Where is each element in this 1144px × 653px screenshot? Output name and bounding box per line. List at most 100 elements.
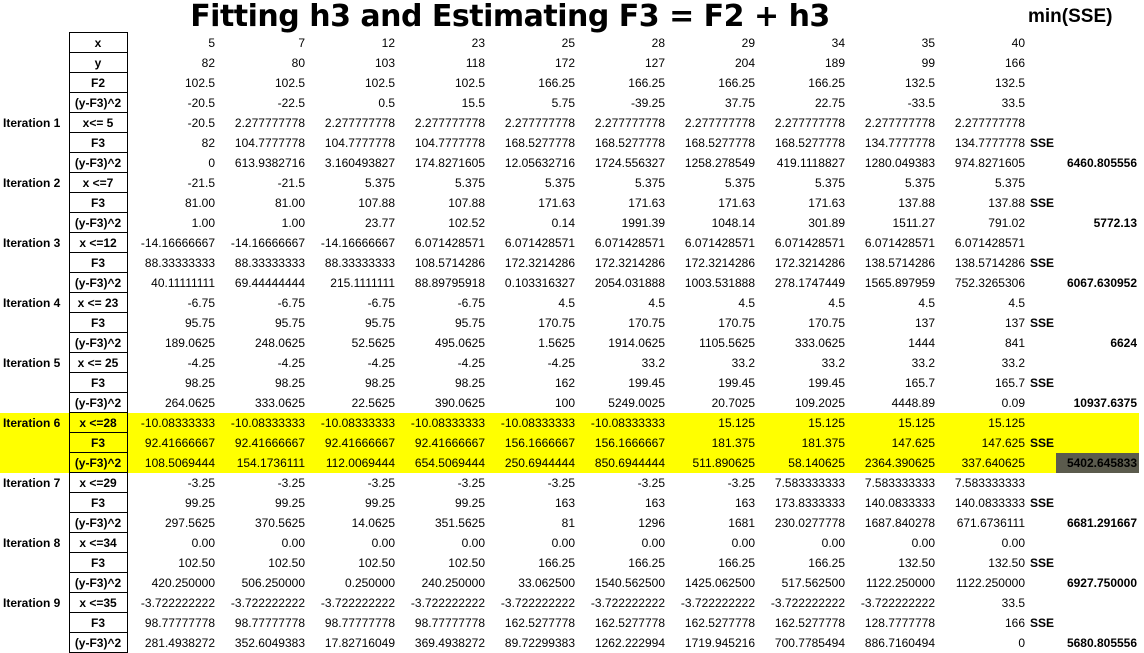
f3-label[interactable]: F3 — [68, 432, 128, 453]
h-value-cell[interactable]: -3.722222222 — [590, 595, 665, 610]
f3-value-cell[interactable]: 181.375 — [667, 432, 757, 453]
error-value-cell[interactable]: 506.250000 — [241, 575, 305, 590]
error-label[interactable]: (y-F3)^2 — [68, 392, 128, 413]
value-cell[interactable]: 35 — [921, 35, 935, 50]
empty-cell[interactable] — [1056, 33, 1139, 53]
f3-value-cell[interactable]: 98.25 — [364, 375, 395, 390]
value-cell[interactable]: -22.5 — [277, 95, 305, 110]
f3-value-cell[interactable]: 81.00 — [274, 195, 305, 210]
h-value-cell[interactable]: -14.16666667 — [140, 235, 215, 250]
row-label[interactable]: F2 — [68, 72, 128, 93]
h-value-cell[interactable]: 5.375 — [454, 175, 485, 190]
error-value-cell[interactable]: 4448.89 — [891, 395, 935, 410]
h-value-cell[interactable]: 2.277777778 — [594, 115, 665, 130]
empty-cell[interactable] — [1027, 73, 1056, 93]
iteration-label[interactable]: Iteration 4 — [3, 295, 61, 310]
value-cell[interactable]: 189 — [824, 55, 845, 70]
f3-value-cell[interactable]: 165.7 — [994, 375, 1025, 390]
error-value-cell[interactable]: 1687.840278 — [864, 515, 935, 530]
row-label-empty[interactable] — [0, 493, 69, 513]
error-value-cell[interactable]: 1540.562500 — [594, 575, 665, 590]
f3-value-cell[interactable]: 166.25 — [538, 555, 575, 570]
h-value-cell[interactable]: 7.583333333 — [864, 475, 935, 490]
split-label[interactable]: x <=34 — [68, 532, 128, 553]
value-cell[interactable]: 40 — [1011, 35, 1025, 50]
h-value-cell[interactable]: 33.2 — [1001, 355, 1025, 370]
f3-value-cell[interactable]: 95.75 — [364, 315, 395, 330]
row-label-empty[interactable] — [0, 273, 69, 293]
h-value-cell[interactable]: 0.00 — [731, 535, 755, 550]
f3-value-cell[interactable]: 162.5277778 — [684, 615, 755, 630]
sse-value[interactable]: 5680.805556 — [1066, 635, 1138, 650]
error-value-cell[interactable]: 1105.5625 — [699, 335, 755, 350]
error-value-cell[interactable]: 297.5625 — [164, 515, 215, 530]
h-value-cell[interactable]: -3.722222222 — [770, 595, 845, 610]
sse-value[interactable]: 10937.6375 — [1073, 395, 1138, 410]
f3-value-cell[interactable]: 132.50 — [988, 555, 1025, 570]
sse-label[interactable]: SSE — [1030, 315, 1055, 330]
error-value-cell[interactable]: 2364.390625 — [847, 452, 937, 473]
f3-value-cell[interactable]: 170.75 — [718, 315, 755, 330]
f3-value-cell[interactable]: 199.45 — [808, 375, 845, 390]
h-value-cell[interactable]: 6.071428571 — [864, 235, 935, 250]
error-value-cell[interactable]: 189.0625 — [164, 335, 215, 350]
f3-value-cell[interactable]: 170.75 — [628, 315, 665, 330]
h-value-cell[interactable]: 7.583333333 — [774, 475, 845, 490]
error-value-cell[interactable]: 1280.049383 — [864, 155, 935, 170]
h-value-cell[interactable]: -6.75 — [367, 295, 395, 310]
empty-cell[interactable] — [1056, 473, 1139, 493]
f3-value-cell[interactable]: 138.5714286 — [864, 255, 935, 270]
h-value-cell[interactable]: -4.25 — [367, 355, 395, 370]
f3-value-cell[interactable]: 173.8333333 — [774, 495, 845, 510]
split-label[interactable]: x <=28 — [68, 412, 128, 433]
error-label[interactable]: (y-F3)^2 — [68, 452, 128, 473]
f3-value-cell[interactable]: 138.5714286 — [954, 255, 1025, 270]
h-value-cell[interactable]: 2.277777778 — [324, 115, 395, 130]
sse-value[interactable]: 6067.630952 — [1066, 275, 1138, 290]
error-value-cell[interactable]: 1.5625 — [538, 335, 575, 350]
empty-cell[interactable] — [1027, 213, 1056, 233]
row-label-empty[interactable] — [0, 333, 69, 353]
f3-value-cell[interactable]: 170.75 — [808, 315, 845, 330]
error-value-cell[interactable]: 1262.222994 — [594, 635, 665, 650]
h-value-cell[interactable]: -3.25 — [277, 475, 305, 490]
h-value-cell[interactable]: -4.25 — [547, 355, 575, 370]
h-value-cell[interactable]: 2.277777778 — [864, 115, 935, 130]
row-label-empty[interactable] — [0, 513, 69, 533]
error-value-cell[interactable]: 333.0625 — [794, 335, 845, 350]
row-label-empty[interactable] — [0, 33, 69, 53]
h-value-cell[interactable]: -10.08333333 — [397, 412, 487, 433]
error-value-cell[interactable]: 301.89 — [808, 215, 845, 230]
value-cell[interactable]: 37.75 — [724, 95, 755, 110]
value-cell[interactable]: 34 — [831, 35, 845, 50]
f3-value-cell[interactable]: 156.1666667 — [577, 432, 667, 453]
f3-value-cell[interactable]: 92.41666667 — [307, 432, 397, 453]
error-value-cell[interactable]: 370.5625 — [254, 515, 305, 530]
error-value-cell[interactable]: 100 — [554, 395, 575, 410]
error-value-cell[interactable]: 215.1111111 — [330, 275, 395, 290]
f3-value-cell[interactable]: 92.41666667 — [397, 432, 487, 453]
h-value-cell[interactable]: -3.25 — [457, 475, 485, 490]
error-value-cell[interactable]: 841 — [1004, 335, 1025, 350]
empty-cell[interactable] — [1056, 432, 1140, 453]
h-value-cell[interactable]: 6.071428571 — [504, 235, 575, 250]
h-value-cell[interactable]: 2.277777778 — [684, 115, 755, 130]
h-value-cell[interactable]: 0.00 — [551, 535, 575, 550]
error-value-cell[interactable]: 0.09 — [1001, 395, 1025, 410]
f3-value-cell[interactable]: 140.0833333 — [864, 495, 935, 510]
error-value-cell[interactable]: 419.1118827 — [776, 155, 845, 170]
f3-value-cell[interactable]: 102.50 — [448, 555, 485, 570]
error-value-cell[interactable]: 1122.250000 — [865, 575, 935, 590]
f3-label[interactable]: F3 — [68, 612, 128, 633]
h-value-cell[interactable]: -3.722222222 — [320, 595, 395, 610]
value-cell[interactable]: 166 — [1004, 55, 1025, 70]
h-value-cell[interactable]: 33.2 — [731, 355, 755, 370]
empty-cell[interactable] — [1027, 53, 1056, 73]
empty-cell[interactable] — [1027, 233, 1056, 253]
empty-cell[interactable] — [1027, 173, 1056, 193]
h-value-cell[interactable]: -10.08333333 — [577, 412, 667, 433]
f3-value-cell[interactable]: 128.7777778 — [864, 615, 935, 630]
error-value-cell[interactable]: 23.77 — [364, 215, 395, 230]
empty-cell[interactable] — [1027, 113, 1056, 133]
f3-value-cell[interactable]: 134.7777778 — [954, 135, 1025, 150]
